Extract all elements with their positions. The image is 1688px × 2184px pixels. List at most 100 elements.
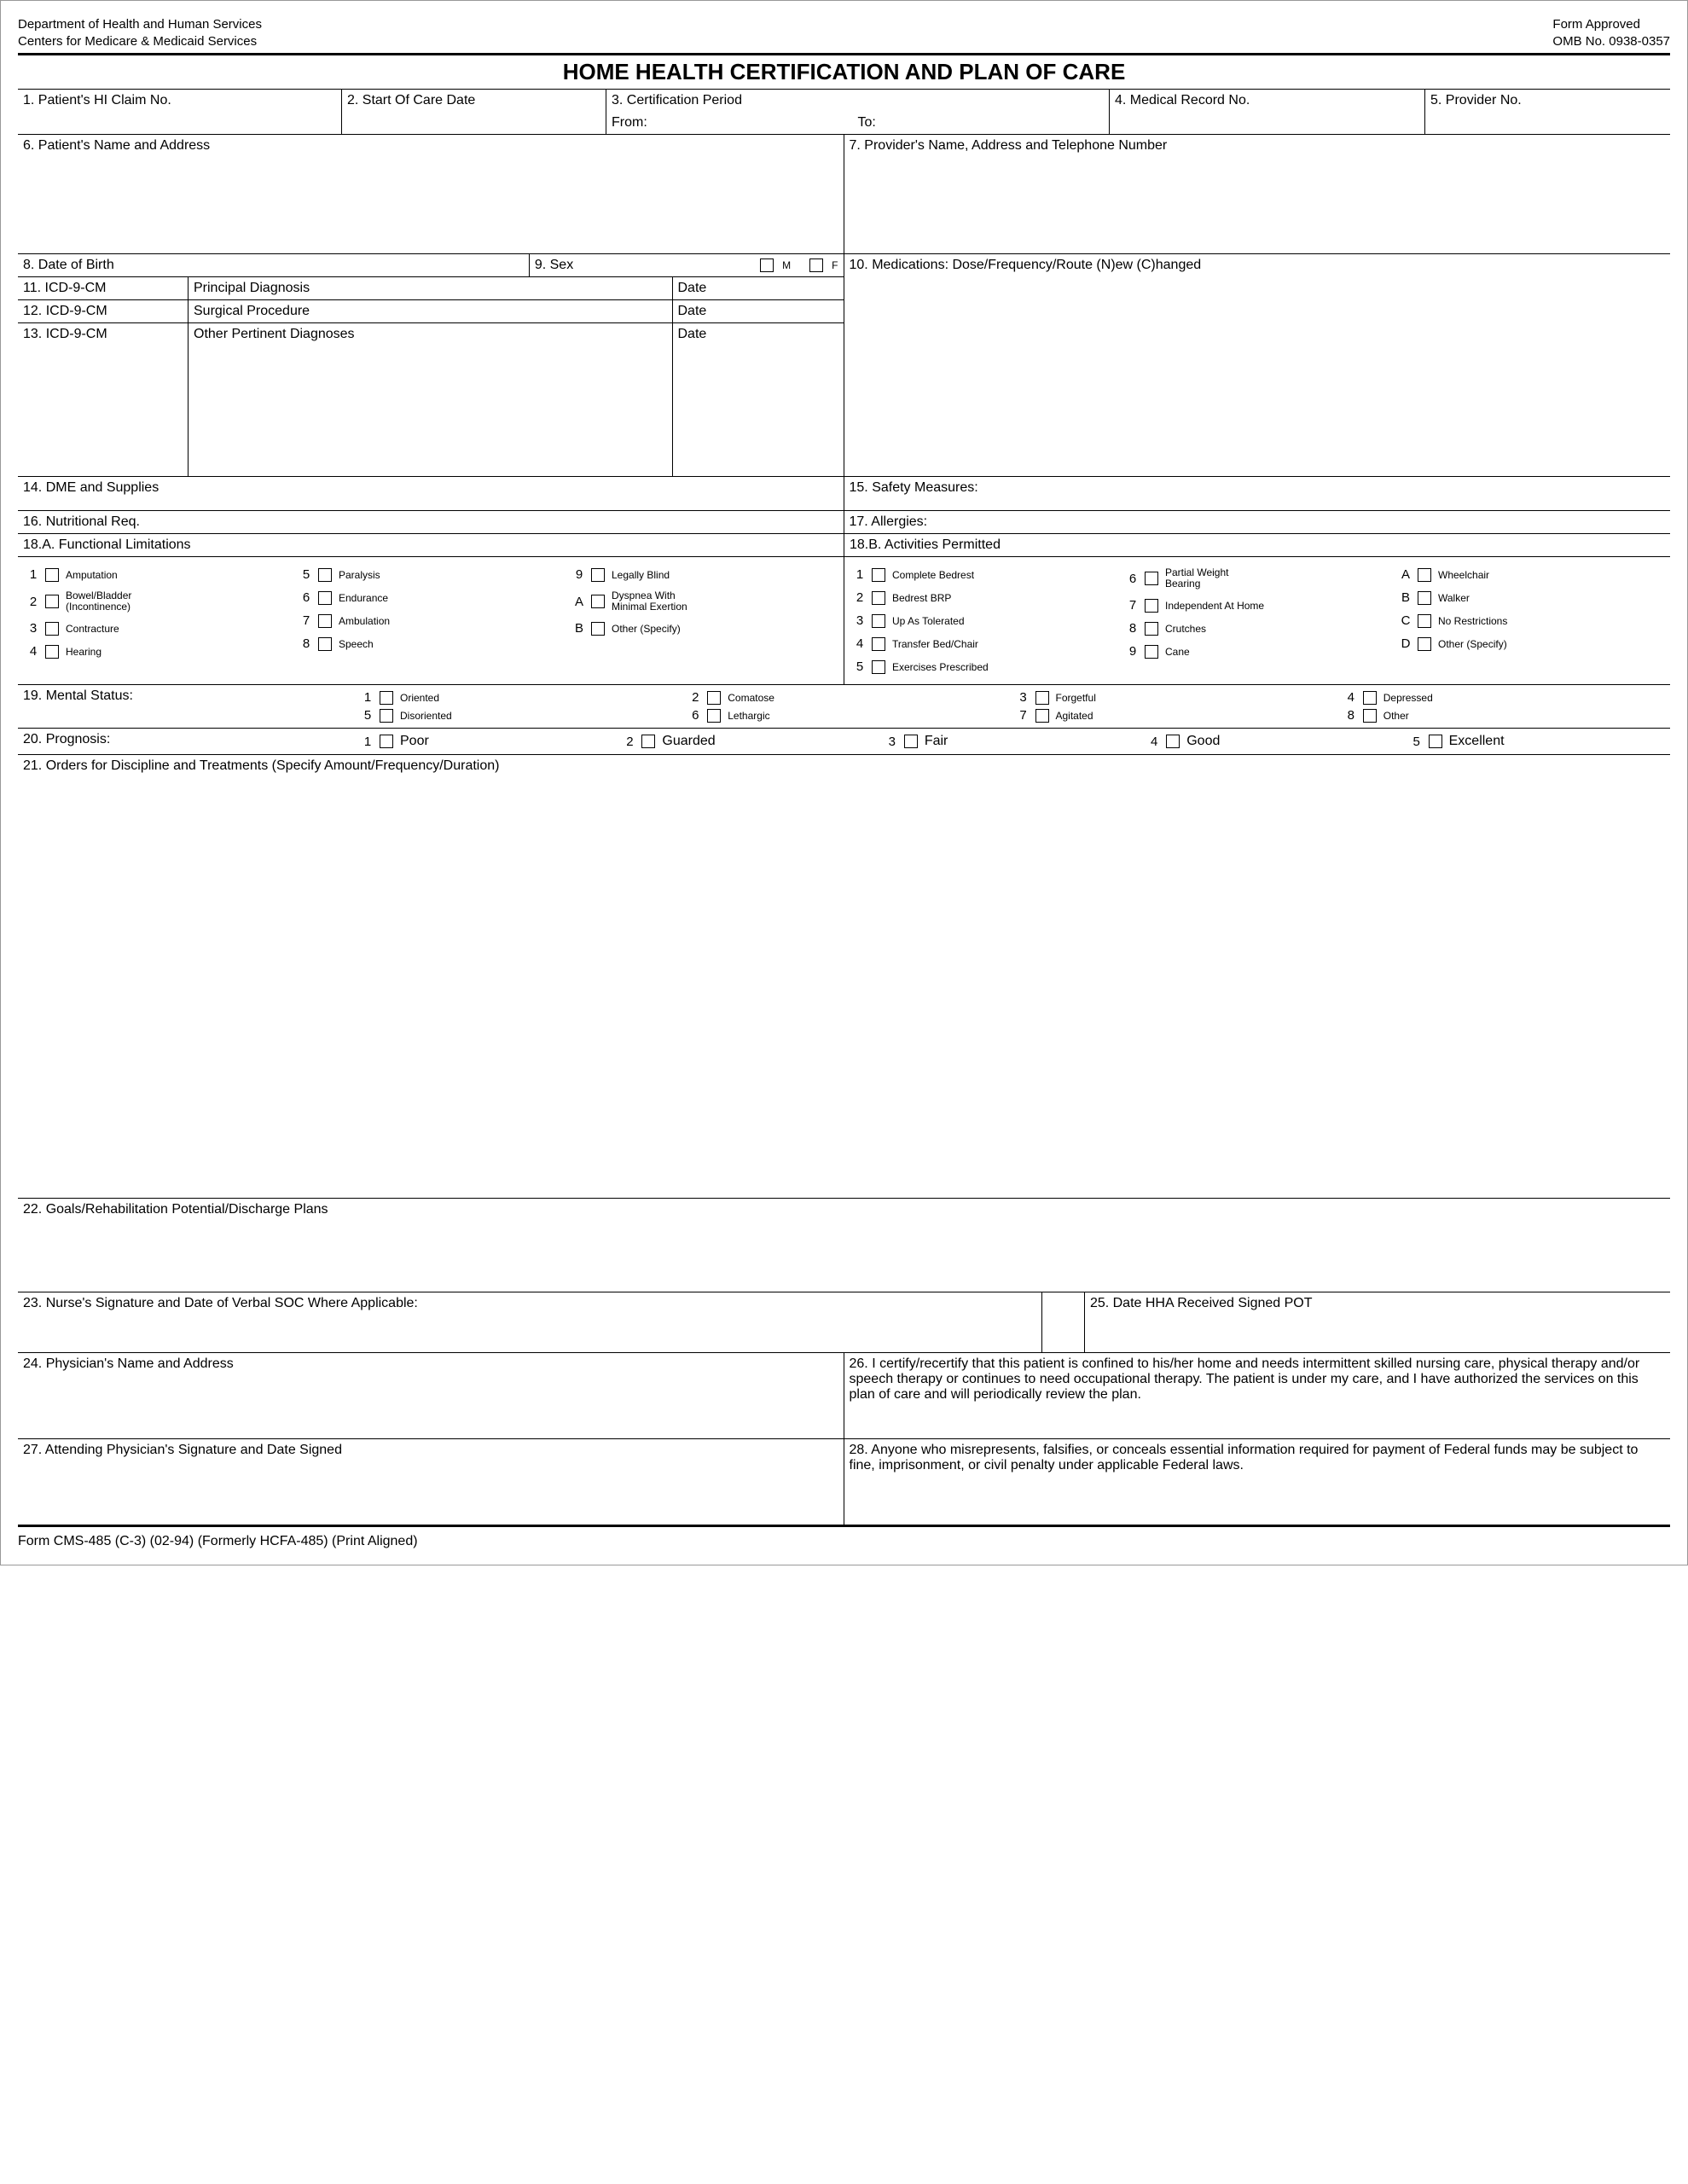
- checkbox[interactable]: [591, 622, 605, 636]
- field-13b: Other Pertinent Diagnoses: [189, 323, 673, 476]
- checkbox[interactable]: [872, 660, 885, 674]
- form-approved: Form Approved: [1552, 16, 1670, 33]
- checkbox[interactable]: [318, 568, 332, 582]
- field-11b: Principal Diagnosis: [189, 277, 673, 299]
- item-label: Amputation: [66, 569, 118, 581]
- item-label: Other: [1383, 710, 1409, 722]
- checkbox[interactable]: [872, 568, 885, 582]
- checkbox[interactable]: [872, 591, 885, 605]
- checkbox[interactable]: [1418, 614, 1431, 628]
- checkbox[interactable]: [1363, 691, 1377, 705]
- checkbox[interactable]: [45, 568, 59, 582]
- checkbox-item: 5Excellent: [1408, 732, 1670, 751]
- checkbox[interactable]: [380, 735, 393, 748]
- checkbox[interactable]: [1035, 691, 1049, 705]
- field-16: 16. Nutritional Req.: [18, 511, 844, 533]
- item-number: 9: [1124, 644, 1141, 659]
- checkbox[interactable]: [872, 637, 885, 651]
- checkbox[interactable]: [1166, 735, 1180, 748]
- field-22: 22. Goals/Rehabilitation Potential/Disch…: [18, 1199, 1670, 1292]
- checkbox[interactable]: [1418, 568, 1431, 582]
- cert-to: To:: [858, 115, 876, 131]
- checkbox[interactable]: [1145, 622, 1158, 636]
- item-number: 3: [25, 621, 42, 636]
- item-number: A: [571, 595, 588, 609]
- checkbox[interactable]: [1145, 599, 1158, 613]
- checkbox[interactable]: [872, 614, 885, 628]
- checkbox[interactable]: [380, 691, 393, 705]
- item-number: 5: [851, 659, 868, 674]
- checkbox-male[interactable]: [760, 258, 774, 272]
- checkbox[interactable]: [45, 622, 59, 636]
- checkbox[interactable]: [591, 568, 605, 582]
- item-label: Legally Blind: [612, 569, 670, 581]
- item-label: Contracture: [66, 623, 119, 635]
- checkbox[interactable]: [707, 691, 721, 705]
- field-4: 4. Medical Record No.: [1110, 90, 1425, 134]
- item-label: Exercises Prescribed: [892, 661, 989, 673]
- checkbox[interactable]: [1429, 735, 1442, 748]
- item-number: A: [1397, 567, 1414, 582]
- checkbox-item: 5Paralysis: [298, 566, 564, 584]
- checkbox-item: ADyspnea With Minimal Exertion: [571, 589, 837, 614]
- checkbox[interactable]: [904, 735, 918, 748]
- item-number: 3: [851, 613, 868, 628]
- item-number: 2: [851, 590, 868, 605]
- checkbox-female[interactable]: [809, 258, 823, 272]
- checkbox[interactable]: [318, 591, 332, 605]
- checkbox-item: 3Fair: [884, 732, 1146, 751]
- field-18b: 18.B. Activities Permitted: [844, 534, 1670, 557]
- item-number: 1: [851, 567, 868, 582]
- item-number: 4: [851, 636, 868, 651]
- dept-line-1: Department of Health and Human Services: [18, 16, 262, 33]
- item-label: Agitated: [1056, 710, 1093, 722]
- checkbox[interactable]: [318, 637, 332, 651]
- item-label: Transfer Bed/Chair: [892, 638, 978, 650]
- checkbox[interactable]: [318, 614, 332, 628]
- checkbox-item: 4Hearing: [25, 642, 291, 660]
- field-2: 2. Start Of Care Date: [342, 90, 606, 134]
- item-label: Up As Tolerated: [892, 615, 965, 627]
- item-label: Excellent: [1449, 734, 1505, 749]
- item-label: Hearing: [66, 646, 102, 658]
- checkbox[interactable]: [1418, 591, 1431, 605]
- checkbox[interactable]: [1418, 637, 1431, 651]
- checkbox-item: 8Crutches: [1124, 619, 1390, 637]
- field-28: 28. Anyone who misrepresents, falsifies,…: [844, 1439, 1671, 1525]
- checkbox[interactable]: [380, 709, 393, 723]
- checkbox-item: 7Ambulation: [298, 612, 564, 630]
- item-label: Paralysis: [339, 569, 380, 581]
- checkbox[interactable]: [1145, 645, 1158, 659]
- checkbox[interactable]: [591, 595, 605, 608]
- item-number: 8: [1124, 621, 1141, 636]
- checkbox[interactable]: [45, 595, 59, 608]
- item-number: 8: [1343, 708, 1360, 723]
- checkbox[interactable]: [1145, 572, 1158, 585]
- item-number: 2: [25, 595, 42, 609]
- checkbox[interactable]: [1363, 709, 1377, 723]
- checkbox[interactable]: [1035, 709, 1049, 723]
- item-label: Fair: [925, 734, 948, 749]
- field-8: 8. Date of Birth: [18, 254, 530, 276]
- field-14: 14. DME and Supplies: [18, 477, 844, 510]
- item-label: Lethargic: [728, 710, 769, 722]
- item-number: 7: [1124, 598, 1141, 613]
- field-23: 23. Nurse's Signature and Date of Verbal…: [18, 1292, 1042, 1352]
- grid-18b: 1Complete Bedrest2Bedrest BRP3Up As Tole…: [844, 557, 1670, 684]
- checkbox[interactable]: [641, 735, 655, 748]
- checkbox-item: CNo Restrictions: [1397, 612, 1663, 630]
- checkbox-item: 6Lethargic: [687, 706, 1014, 724]
- item-label: Disoriented: [400, 710, 452, 722]
- checkbox[interactable]: [45, 645, 59, 659]
- item-number: 7: [1015, 708, 1032, 723]
- checkbox-item: 7Independent At Home: [1124, 596, 1390, 614]
- item-label: Partial Weight Bearing: [1165, 567, 1250, 590]
- field-3: 3. Certification Period From: To:: [606, 90, 1110, 134]
- item-number: 7: [298, 613, 315, 628]
- label-f: F: [832, 259, 838, 271]
- checkbox[interactable]: [707, 709, 721, 723]
- item-number: 1: [359, 735, 376, 749]
- item-number: B: [1397, 590, 1414, 605]
- field-13: 13. ICD-9-CM: [18, 323, 189, 476]
- field-12: 12. ICD-9-CM: [18, 300, 189, 322]
